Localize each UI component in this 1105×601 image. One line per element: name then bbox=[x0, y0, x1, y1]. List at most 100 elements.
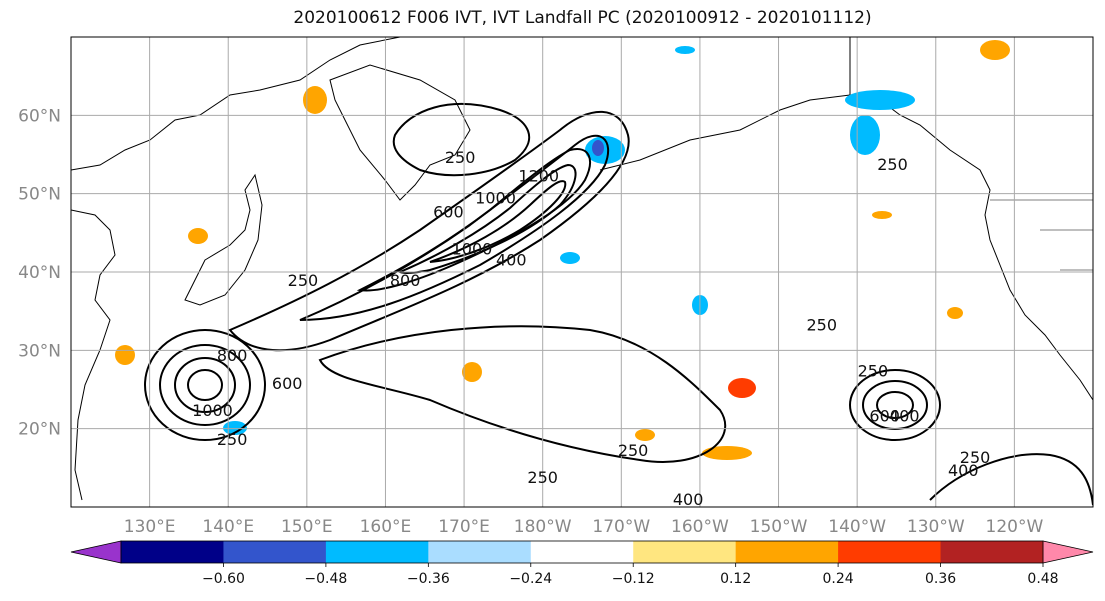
contour-label: 600 bbox=[272, 374, 303, 393]
ivt-contours bbox=[144, 103, 1093, 506]
colorbar: −0.60 −0.48 −0.36 −0.24 −0.12 0.12 0.24 0.36 0.4… bbox=[70, 540, 1094, 587]
ivt-contour-typhoon-west bbox=[159, 344, 251, 426]
lon-tick-label: 170°W bbox=[592, 517, 650, 537]
contour-label: 400 bbox=[673, 490, 704, 509]
pc-blob-orange bbox=[462, 362, 482, 382]
colorbar-tick-label: 0.48 bbox=[1027, 571, 1058, 587]
lat-tick-label: 50°N bbox=[18, 185, 61, 205]
lon-tick-label: 160°E bbox=[360, 517, 412, 537]
lon-tick-label: 140°W bbox=[828, 517, 886, 537]
lon-tick-label: 180°W bbox=[514, 517, 572, 537]
ivt-contour-typhoon-east bbox=[849, 369, 941, 441]
contour-label: 1000 bbox=[475, 189, 516, 208]
ivt-contour-typhoon-west bbox=[187, 369, 223, 401]
lon-tick-label: 130°W bbox=[907, 517, 965, 537]
lat-tick-label: 40°N bbox=[18, 263, 61, 283]
colorbar-tick-label: 0.36 bbox=[925, 571, 956, 587]
colorbar-segment bbox=[940, 541, 1044, 563]
colorbar-tick-label: 0.12 bbox=[720, 571, 751, 587]
north-america-coastline bbox=[849, 37, 1093, 401]
pc-blob-blue bbox=[560, 252, 580, 264]
contour-label: 1000 bbox=[452, 240, 493, 259]
colorbar-segment bbox=[530, 541, 634, 563]
lat-tick-label: 30°N bbox=[18, 341, 61, 361]
contour-labels: 2501200100060010004008002502502508006001… bbox=[192, 148, 991, 509]
pc-blob-orange bbox=[635, 429, 655, 441]
political-borders bbox=[849, 37, 1093, 271]
contour-label: 250 bbox=[858, 362, 889, 381]
pc-blob-blue bbox=[675, 46, 695, 54]
colorbar-tick-label: −0.48 bbox=[304, 571, 347, 587]
map-frame bbox=[70, 36, 1094, 508]
contour-label: 250 bbox=[288, 271, 319, 290]
contour-label: 800 bbox=[217, 346, 248, 365]
contour-label: 250 bbox=[807, 315, 838, 334]
colorbar-segment bbox=[633, 541, 737, 563]
contour-label: 250 bbox=[445, 148, 476, 167]
pc-blob-blue bbox=[223, 421, 247, 435]
ivt-contour-250-north bbox=[392, 103, 531, 177]
pc-blob-orange bbox=[188, 228, 208, 244]
asia-coastline bbox=[71, 37, 401, 171]
colorbar-segment bbox=[838, 541, 942, 563]
lon-tick-label: 130°E bbox=[124, 517, 176, 537]
lon-tick-label: 140°E bbox=[202, 517, 254, 537]
pc-blob-orange bbox=[115, 345, 135, 365]
contour-label: 600 bbox=[869, 406, 900, 425]
colorbar-tick-label: 0.24 bbox=[823, 571, 854, 587]
pc-blob-orange bbox=[702, 446, 752, 460]
ivt-contour-250-southeast bbox=[929, 453, 1093, 506]
lon-tick-label: 120°W bbox=[986, 517, 1044, 537]
colorbar-outline bbox=[120, 540, 1044, 564]
contour-label: 250 bbox=[217, 430, 248, 449]
pc-blob-purple bbox=[592, 140, 604, 156]
ivt-contour-typhoon-east bbox=[876, 391, 914, 419]
pc-blob-orange bbox=[872, 211, 892, 219]
pc-blob-orange bbox=[947, 307, 963, 319]
contour-label: 1000 bbox=[192, 401, 233, 420]
contour-label: 250 bbox=[527, 468, 558, 487]
colorbar-tick-label: −0.60 bbox=[202, 571, 245, 587]
ivt-contour-typhoon-west bbox=[144, 329, 266, 441]
contour-label: 800 bbox=[390, 271, 421, 290]
ivt-contour-typhoon-west bbox=[174, 357, 236, 413]
colorbar-tick-label: −0.12 bbox=[612, 571, 655, 587]
pc-blob-orange bbox=[980, 40, 1010, 60]
japan-coastline bbox=[184, 173, 263, 306]
lon-tick-label: 170°E bbox=[438, 517, 490, 537]
colorbar-tick-label: −0.36 bbox=[407, 571, 450, 587]
contour-label: 400 bbox=[889, 406, 920, 425]
colorbar-tick-label: −0.24 bbox=[509, 571, 552, 587]
colorbar-extend-low bbox=[70, 540, 122, 564]
contour-label: 250 bbox=[618, 441, 649, 460]
alaska-coastline bbox=[599, 94, 851, 171]
lon-tick-label: 150°E bbox=[281, 517, 333, 537]
pc-blob-blue bbox=[850, 115, 880, 155]
lon-tick-label: 150°W bbox=[750, 517, 808, 537]
contour-label: 1200 bbox=[518, 167, 559, 186]
contour-label: 400 bbox=[496, 250, 527, 269]
ivt-contour-600-jet bbox=[356, 148, 591, 292]
lat-tick-label: 60°N bbox=[18, 106, 61, 126]
colorbar-segment bbox=[223, 541, 327, 563]
contour-label: 400 bbox=[948, 461, 979, 480]
grid-lines bbox=[71, 37, 1093, 507]
pc-blob-blue bbox=[845, 90, 915, 110]
colorbar-extend-high bbox=[1042, 540, 1094, 564]
ivt-contour-250-tropical bbox=[318, 325, 727, 463]
lon-tick-label: 160°W bbox=[671, 517, 729, 537]
contour-label: 600 bbox=[433, 203, 464, 222]
colorbar-segment bbox=[428, 541, 532, 563]
contour-label: 250 bbox=[960, 448, 991, 467]
lat-tick-label: 20°N bbox=[18, 420, 61, 440]
colorbar-segment bbox=[325, 541, 429, 563]
colorbar-segment bbox=[121, 541, 224, 563]
contour-label: 250 bbox=[877, 155, 908, 174]
ivt-contour-250-jet bbox=[228, 110, 630, 352]
ivt-contour-800-jet bbox=[397, 163, 577, 275]
chart-title: 2020100612 F006 IVT, IVT Landfall PC (20… bbox=[293, 8, 872, 28]
ivt-contour-1000-jet bbox=[429, 180, 567, 263]
longitude-tick-labels: 130°E 140°E 150°E 160°E 170°E 180°W 170°W 160°W… bbox=[124, 517, 1044, 537]
pc-blob-orange bbox=[303, 86, 327, 114]
